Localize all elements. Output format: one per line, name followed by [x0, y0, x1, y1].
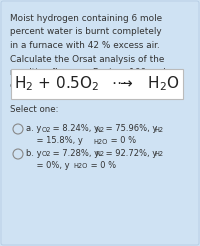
Circle shape — [13, 124, 23, 134]
Text: in a furnace with 42 % excess air.: in a furnace with 42 % excess air. — [10, 41, 160, 50]
Text: Moist hydrogen containing 6 mole: Moist hydrogen containing 6 mole — [10, 14, 162, 23]
Text: = 75.96%, y: = 75.96%, y — [103, 124, 157, 133]
Circle shape — [13, 149, 23, 159]
Text: H2: H2 — [154, 152, 163, 157]
Text: = 0 %: = 0 % — [108, 136, 136, 145]
Text: percent water is burnt completely: percent water is burnt completely — [10, 28, 162, 36]
Text: = 0 %: = 0 % — [88, 161, 116, 170]
Text: = 0%, y: = 0%, y — [26, 161, 70, 170]
Text: of moist hydrogen.: of moist hydrogen. — [10, 81, 94, 91]
Text: H2O: H2O — [93, 138, 107, 144]
Text: N2: N2 — [95, 126, 104, 133]
Text: resulting flue gas. Basis = 100 mol: resulting flue gas. Basis = 100 mol — [10, 68, 166, 77]
Text: = 8.24%, y: = 8.24%, y — [50, 124, 99, 133]
Text: a. y: a. y — [26, 124, 41, 133]
Text: H2O: H2O — [73, 164, 87, 169]
Text: N2: N2 — [95, 152, 104, 157]
Text: Calculate the Orsat analysis of the: Calculate the Orsat analysis of the — [10, 55, 164, 63]
Text: Select one:: Select one: — [10, 105, 58, 114]
Text: $\mathsf{H_2}$ + $\mathsf{0.5O_2}$  $\mathsf{\,\cdots\!\!\!\!\rightarrow\,}$  $\: $\mathsf{H_2}$ + $\mathsf{0.5O_2}$ $\mat… — [14, 75, 180, 93]
Text: O2: O2 — [42, 152, 52, 157]
Text: b. y: b. y — [26, 149, 42, 158]
Text: = 92.72%, y: = 92.72%, y — [103, 149, 157, 158]
FancyBboxPatch shape — [11, 69, 183, 99]
Text: = 15.8%, y: = 15.8%, y — [26, 136, 83, 145]
Text: H2: H2 — [154, 126, 163, 133]
Text: O2: O2 — [42, 126, 52, 133]
Text: = 7.28%, y: = 7.28%, y — [50, 149, 99, 158]
